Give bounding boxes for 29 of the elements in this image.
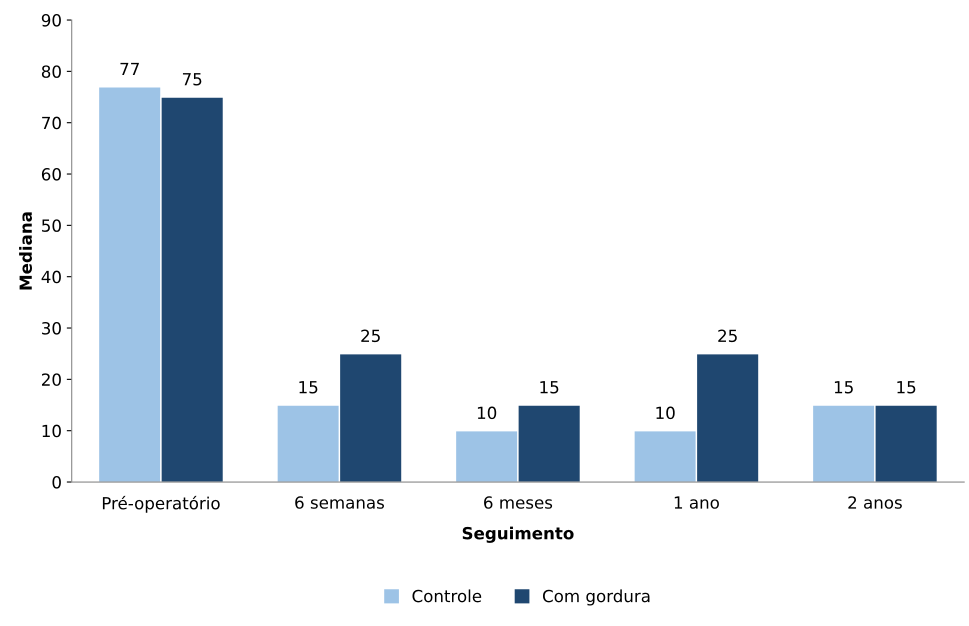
data-label: 10 — [656, 406, 675, 420]
data-label: 15 — [540, 381, 558, 394]
x-tick-label: Pré-operatório — [102, 496, 220, 513]
y-tick-label: 80 — [42, 65, 61, 78]
x-tick-label: 1 ano — [674, 496, 719, 509]
data-label: 75 — [182, 73, 202, 86]
y-axis-title: Mediana — [19, 212, 32, 290]
x-axis-title: Seguimento — [462, 526, 574, 543]
y-tick-label: 90 — [42, 14, 61, 27]
data-label: 15 — [834, 381, 853, 394]
legend-label: Com gordura — [542, 589, 650, 606]
data-label: 25 — [361, 330, 380, 342]
x-tick-label: 6 meses — [484, 496, 552, 509]
legend-label: Controle — [412, 589, 482, 602]
x-tick-label: 2 anos — [848, 496, 902, 509]
data-label: 10 — [478, 406, 496, 420]
y-tick-label: 10 — [42, 424, 61, 438]
x-tick-label: 6 semanas — [295, 496, 384, 509]
data-label: 15 — [897, 381, 916, 394]
y-tick-label: 40 — [42, 270, 61, 284]
y-tick-label: 50 — [42, 219, 61, 232]
y-tick-label: 70 — [42, 116, 61, 130]
data-label: 15 — [299, 381, 318, 394]
y-tick-label: 20 — [42, 373, 61, 386]
y-tick-label: 30 — [42, 322, 61, 335]
data-label: 25 — [718, 330, 737, 342]
data-label: 77 — [120, 62, 139, 75]
y-tick-label: 60 — [42, 168, 61, 181]
y-tick-label: 0 — [52, 476, 61, 489]
